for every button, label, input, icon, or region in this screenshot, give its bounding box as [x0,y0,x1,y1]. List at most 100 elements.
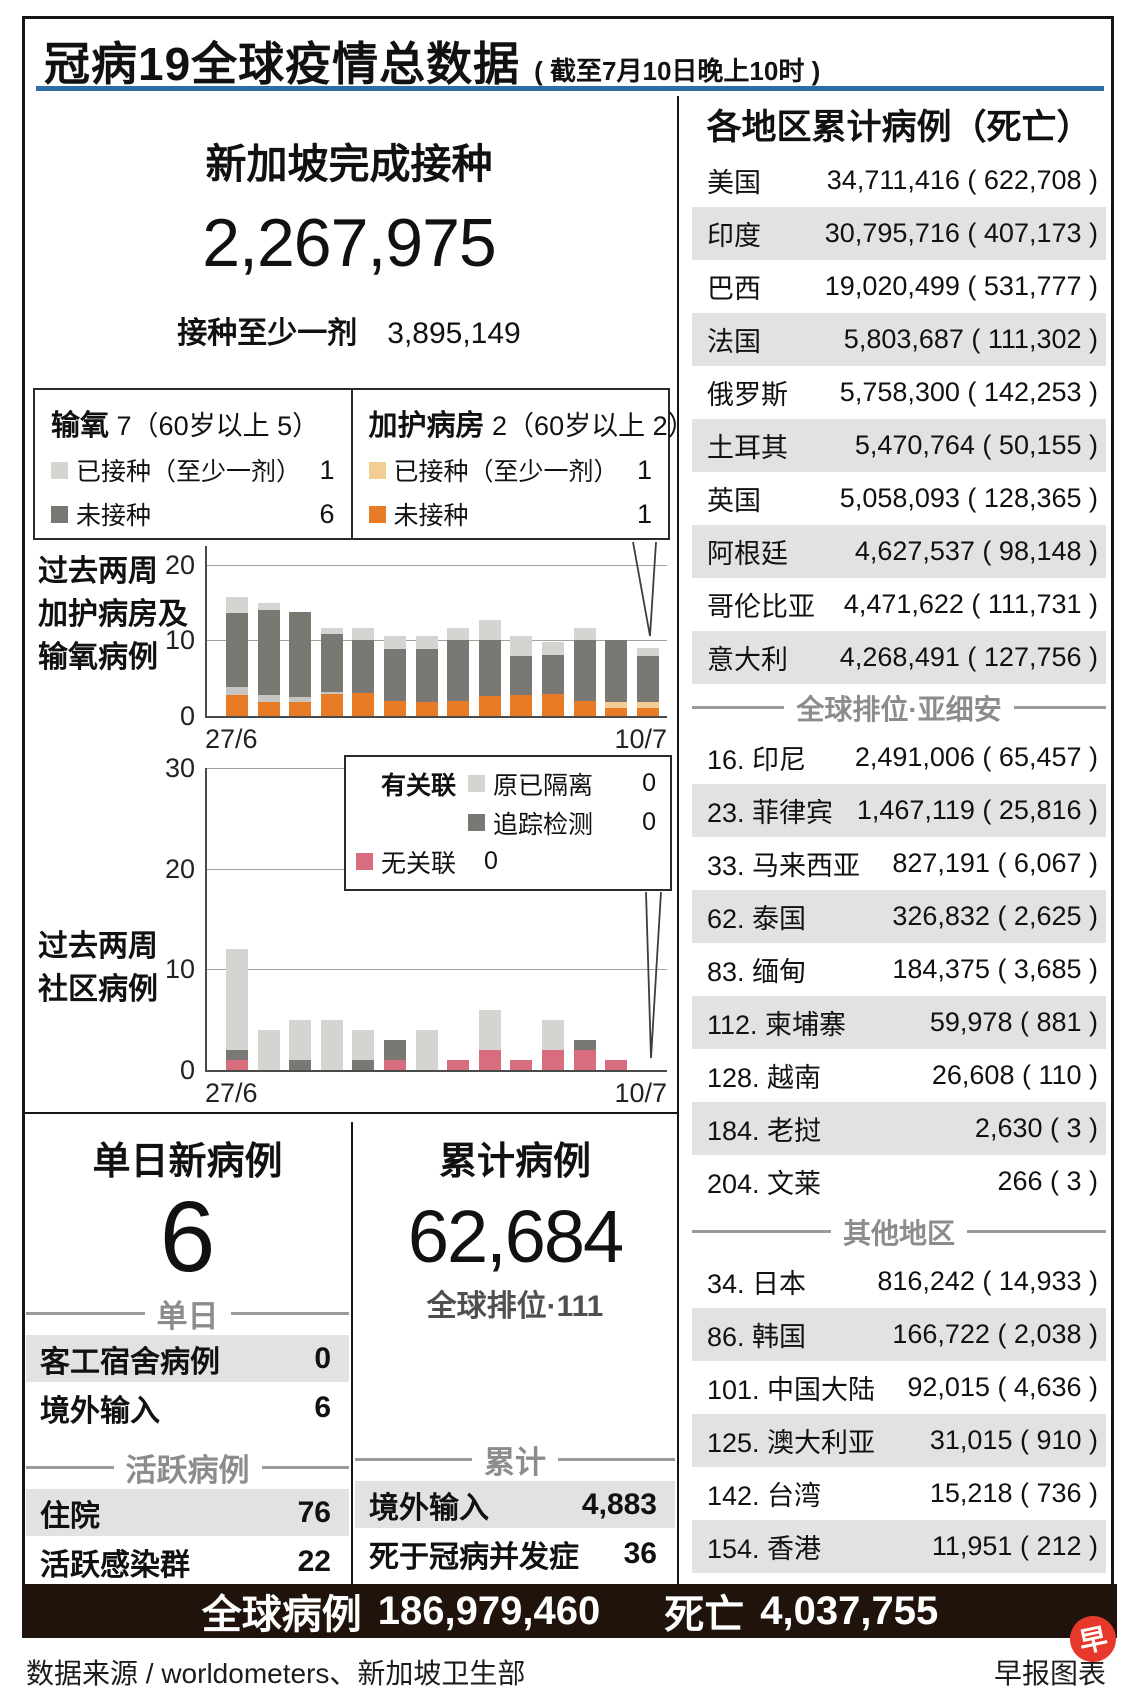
global-totals-bar: 全球病例 186,979,460 死亡 4,037,755 [23,1584,1117,1638]
legend-row: 无关联 0 [356,842,660,881]
bar-segment [257,610,280,695]
global-deaths-value: 4,037,755 [760,1588,939,1633]
region-name: 101. 中国大陆 [707,1375,876,1405]
y-tick-label: 0 [179,1055,195,1085]
icu-legend-title: 加护病房 2（60岁以上 2） [369,402,695,444]
bar-day-3 [289,1019,312,1070]
legend-item: 已接种（至少一剂） 1 [51,452,341,488]
bar-segment [320,634,343,692]
daily-stats: 单日 客工宿舍病例 0 境外输入 6 活跃病例 住院 76 活跃感染群 22 [26,1293,349,1585]
bottom-column-divider [351,1122,353,1584]
region-cases-deaths: 266 ( 3 ) [997,1166,1098,1196]
region-row: 土耳其 5,470,764 ( 50,155 ) [692,419,1106,472]
pink-swatch-icon [356,853,373,870]
community-legend-box: 有关联 原已隔离 0 追踪检测 0 无关联 0 [344,755,672,891]
region-name: 16. 印尼 [707,745,807,775]
region-name: 112. 柬埔寨 [707,1010,847,1040]
legend-item-label: 已接种（至少一剂） [76,458,302,486]
bar-segment [415,701,438,716]
legend-item-label: 未接种 [393,502,469,530]
bar-day-13 [605,1059,628,1070]
region-row: 184. 老挝 2,630 ( 3 ) [692,1102,1106,1155]
bar-segment [510,635,533,656]
bar-segment [573,700,596,716]
stat-row: 死于冠病并发症 36 [355,1530,675,1577]
bar-segment [289,1059,312,1070]
region-row: 俄罗斯 5,758,300 ( 142,253 ) [692,366,1106,419]
bar-day-7 [415,1029,438,1070]
regions-title: 各地区累计病例（死亡） [706,108,1092,147]
legend-item: 未接种 6 [51,496,341,532]
region-cases-deaths: 30,795,716 ( 407,173 ) [824,218,1098,248]
bar-segment [384,648,406,701]
region-name: 土耳其 [707,433,788,463]
legend-item: 未接种 1 [368,496,659,532]
dark-gray-swatch-icon [468,814,485,831]
one-dose-value: 3,895,149 [387,317,521,350]
region-cases-deaths: 11,951 ( 212 ) [931,1531,1098,1561]
bar-segment [478,1049,501,1070]
region-section-label: 其他地区 [843,1217,956,1249]
y-tick-label: 10 [164,625,195,656]
bar-day-1 [226,949,248,1070]
region-name: 23. 菲律宾 [707,798,834,828]
stat-section-label: 单日 [156,1298,219,1334]
region-cases-deaths: 4,627,537 ( 98,148 ) [854,536,1098,566]
bar-segment [257,694,280,703]
title-bar: 冠病19全球疫情总数据 ( 截至7月10日晚上10时 ) [44,28,820,94]
region-row: 法国 5,803,687 ( 111,302 ) [692,313,1106,366]
stat-row: 住院 76 [26,1489,349,1536]
bar-day-12 [573,1039,596,1070]
vaccination-one-dose-line: 接种至少一剂 3,895,149 [24,308,674,352]
bar-day-7 [415,635,438,716]
bar-segment [226,612,248,687]
main-vertical-divider [677,96,679,1584]
y-tick-label: 10 [164,954,195,985]
region-cases-deaths: 2,491,006 ( 65,457 ) [854,742,1098,772]
light-gray-swatch-icon [468,775,485,792]
cumulative-cases-panel: 累计病例 62,684 全球排位·111 累计 境外输入 4,883 死于冠病并发症 3… [355,1118,675,1577]
oxygen-label: 输氧 [51,410,110,442]
region-cases-deaths: 2,630 ( 3 ) [974,1113,1098,1143]
community-chart-title: 过去两周 社区病例 [38,925,158,1011]
region-cases-deaths: 1,467,119 ( 25,816 ) [856,795,1098,825]
region-cases-deaths: 4,471,622 ( 111,731 ) [843,589,1098,619]
bar-segment [636,648,659,656]
legend-item-label: 未接种 [76,502,152,530]
cumulative-stats: 累计 境外输入 4,883 死于冠病并发症 36 [355,1439,675,1577]
dark-gray-swatch-icon [51,505,68,523]
bar-segment [257,702,280,716]
stat-label: 活跃感染群 [40,1548,190,1582]
bar-segment [415,635,438,649]
gridline [207,564,667,566]
bar-day-4 [320,1019,343,1070]
region-row: 112. 柬埔寨 59,978 ( 881 ) [692,996,1106,1049]
legend-item-value: 0 [642,769,656,797]
bar-segment [542,694,564,716]
region-cases-deaths: 31,015 ( 910 ) [929,1425,1098,1455]
region-row: 154. 香港 11,951 ( 212 ) [692,1520,1106,1573]
region-row: 34. 日本 816,242 ( 14,933 ) [692,1255,1106,1308]
chart-title-line: 加护病房及 [38,598,188,631]
bar-segment [289,697,312,703]
region-name: 34. 日本 [707,1269,807,1299]
bar-day-6 [384,1039,406,1070]
region-row: 128. 越南 26,608 ( 110 ) [692,1049,1106,1102]
x-tick-start: 27/6 [205,1078,258,1108]
daily-value: 6 [159,1181,216,1293]
region-row: 印度 30,795,716 ( 407,173 ) [692,207,1106,260]
stat-label: 死于冠病并发症 [369,1540,579,1574]
bar-day-9 [478,620,501,716]
bar-segment [320,691,343,695]
region-name: 83. 缅甸 [707,957,807,987]
region-cases-deaths: 5,058,093 ( 128,365 ) [839,483,1098,513]
region-name: 154. 香港 [707,1534,822,1564]
community-x-axis: 27/6 10/7 [205,1078,667,1109]
bar-segment [257,1029,280,1070]
regions-panel: 各地区累计病例（死亡） 美国 34,711,416 ( 622,708 ) 印度 30… [692,102,1106,1573]
region-cases-deaths: 19,020,499 ( 531,777 ) [824,271,1098,301]
region-name: 184. 老挝 [707,1116,822,1146]
bar-segment [573,1039,596,1050]
bar-segment [384,1039,406,1060]
region-name: 33. 马来西亚 [707,851,861,881]
